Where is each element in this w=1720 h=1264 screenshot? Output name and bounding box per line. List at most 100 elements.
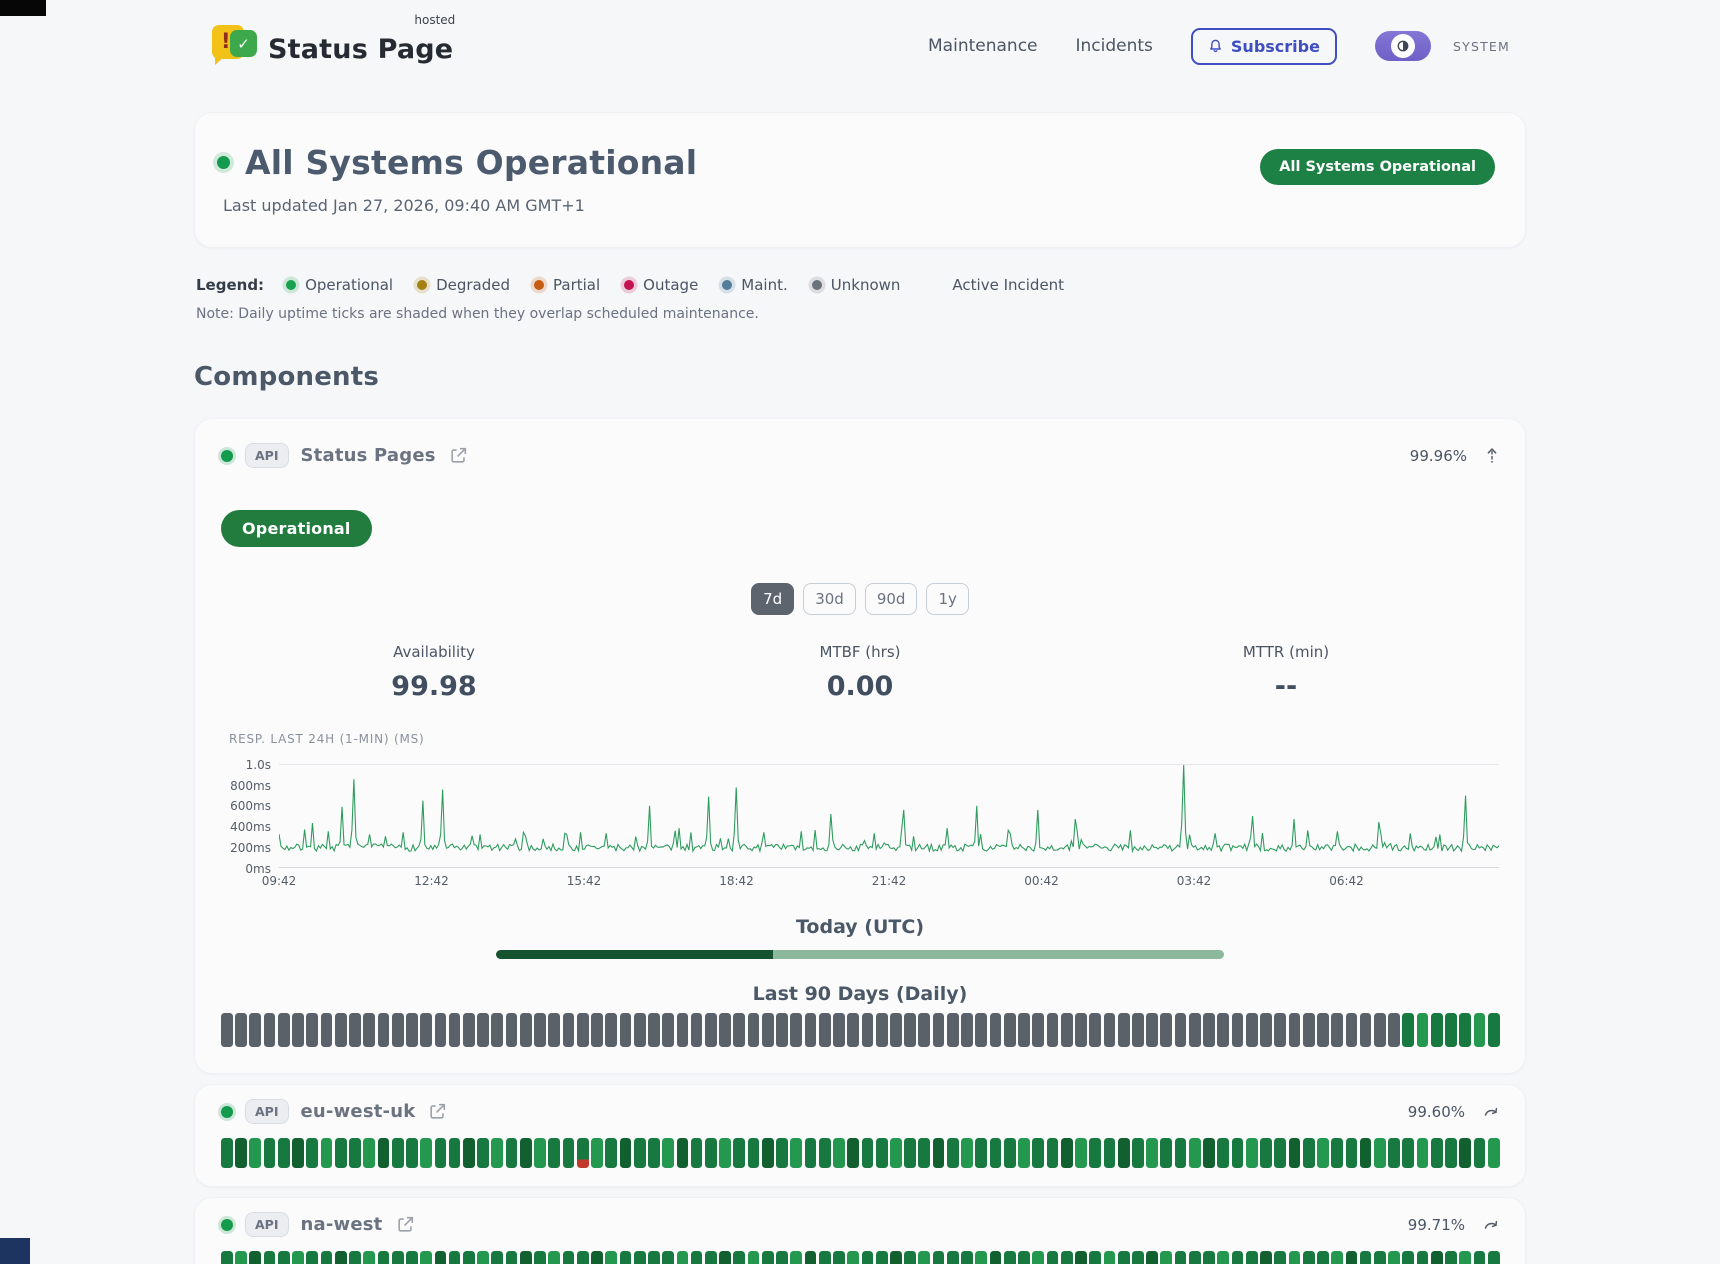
uptime-tick: [904, 1013, 916, 1047]
expand-icon[interactable]: [1483, 1218, 1499, 1231]
uptime-tick: [306, 1138, 319, 1168]
uptime-tick: [690, 1251, 703, 1264]
uptime-tick: [377, 1251, 390, 1264]
uptime-tick: [1132, 1013, 1144, 1047]
legend-item-operational: Operational: [286, 276, 393, 294]
y-axis-label: 600ms: [230, 799, 271, 814]
uptime-tick: [633, 1138, 646, 1168]
uptime-tick: [1388, 1251, 1400, 1264]
uptime-tick: [776, 1138, 788, 1168]
uptime-tick: [1459, 1251, 1472, 1264]
nav-incidents[interactable]: Incidents: [1075, 36, 1153, 56]
legend-item-partial: Partial: [534, 276, 600, 294]
uptime-tick: [263, 1251, 276, 1264]
uptime-tick: [1388, 1138, 1400, 1168]
legend-item-outage: Outage: [624, 276, 698, 294]
uptime-tick: [1430, 1013, 1443, 1047]
uptime-tick: [1473, 1251, 1486, 1264]
collapse-icon[interactable]: [1485, 447, 1499, 464]
uptime-tick: [1445, 1138, 1457, 1168]
today-progress-fill: [495, 950, 773, 959]
expand-icon[interactable]: [1483, 1105, 1499, 1118]
ninety-days-title: Last 90 Days (Daily): [752, 983, 968, 1005]
uptime-tick: [1473, 1013, 1486, 1047]
theme-toggle[interactable]: [1374, 31, 1431, 61]
range-30d-button[interactable]: 30d: [803, 583, 856, 615]
uptime-tick: [477, 1013, 489, 1047]
component-name: eu-west-uk: [300, 1101, 416, 1122]
legend-item-maint: Maint.: [722, 276, 788, 294]
uptime-tick: [875, 1251, 888, 1264]
brand-logo-icon: ! ✓: [212, 25, 258, 67]
uptime-tick: [776, 1251, 788, 1264]
range-7d-button[interactable]: 7d: [751, 583, 795, 615]
component-type-badge: API: [245, 1212, 289, 1237]
uptime-ticks-status-pages: [221, 1013, 1500, 1047]
uptime-tick: [391, 1138, 404, 1168]
uptime-tick: [1487, 1013, 1500, 1047]
x-axis-label: 09:42: [261, 874, 297, 888]
uptime-tick: [1402, 1013, 1415, 1047]
uptime-tick: [277, 1013, 290, 1047]
uptime-tick: [1373, 1138, 1386, 1168]
uptime-tick: [1060, 1251, 1073, 1264]
uptime-tick: [1032, 1013, 1045, 1047]
uptime-tick: [292, 1251, 304, 1264]
uptime-tick: [1416, 1138, 1429, 1168]
uptime-tick: [1046, 1013, 1059, 1047]
component-header[interactable]: API na-west 99.71%: [221, 1212, 1499, 1237]
uptime-tick: [491, 1013, 504, 1047]
uptime-tick: [548, 1251, 561, 1264]
uptime-tick: [249, 1251, 262, 1264]
uptime-tick: [320, 1013, 333, 1047]
uptime-tick: [1089, 1138, 1102, 1168]
main-nav: Maintenance Incidents Subscribe: [928, 27, 1510, 65]
stat-mttr-min-: MTTR (min) --: [1073, 643, 1499, 702]
component-header[interactable]: API eu-west-uk 99.60%: [221, 1099, 1499, 1124]
uptime-tick: [847, 1013, 860, 1047]
uptime-tick: [704, 1251, 717, 1264]
uptime-tick: [235, 1138, 247, 1168]
uptime-tick: [420, 1138, 433, 1168]
x-axis-label: 03:42: [1176, 874, 1212, 888]
today-title: Today (UTC): [795, 916, 925, 938]
stat-mtbf-hrs-: MTBF (hrs) 0.00: [647, 643, 1073, 702]
uptime-tick: [434, 1138, 447, 1168]
component-header[interactable]: API Status Pages 99.96%: [221, 443, 1499, 468]
screen-artifact-top: [0, 0, 46, 16]
nav-maintenance[interactable]: Maintenance: [928, 36, 1038, 56]
uptime-tick: [690, 1013, 703, 1047]
uptime-tick: [235, 1013, 247, 1047]
uptime-tick: [890, 1251, 902, 1264]
uptime-tick: [847, 1138, 860, 1168]
uptime-tick: [1359, 1251, 1372, 1264]
uptime-tick: [961, 1013, 973, 1047]
range-90d-button[interactable]: 90d: [864, 583, 918, 615]
uptime-tick: [1217, 1013, 1230, 1047]
legend-label: Degraded: [436, 276, 511, 294]
uptime-tick: [861, 1013, 874, 1047]
uptime-tick: [1260, 1013, 1272, 1047]
uptime-tick: [363, 1013, 376, 1047]
uptime-tick: [619, 1251, 632, 1264]
x-axis-label: 18:42: [719, 874, 754, 888]
uptime-tick: [833, 1138, 845, 1168]
uptime-tick: [1003, 1251, 1016, 1264]
external-link-icon[interactable]: [397, 1216, 414, 1233]
uptime-tick: [462, 1013, 475, 1047]
subscribe-button[interactable]: Subscribe: [1190, 27, 1337, 65]
uptime-tick: [833, 1013, 845, 1047]
uptime-tick: [320, 1138, 333, 1168]
y-axis-label: 200ms: [230, 840, 271, 855]
brand-logo[interactable]: ! ✓ Status Page hosted: [212, 13, 455, 67]
stat-availability: Availability 99.98: [221, 643, 647, 702]
uptime-tick: [890, 1013, 902, 1047]
stat-label: MTBF (hrs): [819, 643, 901, 661]
uptime-tick: [747, 1251, 760, 1264]
external-link-icon[interactable]: [450, 447, 467, 464]
external-link-icon[interactable]: [429, 1103, 446, 1120]
legend-label: Unknown: [830, 276, 901, 294]
range-1y-button[interactable]: 1y: [926, 583, 969, 615]
uptime-tick: [790, 1251, 803, 1264]
bell-icon: [1208, 38, 1223, 54]
